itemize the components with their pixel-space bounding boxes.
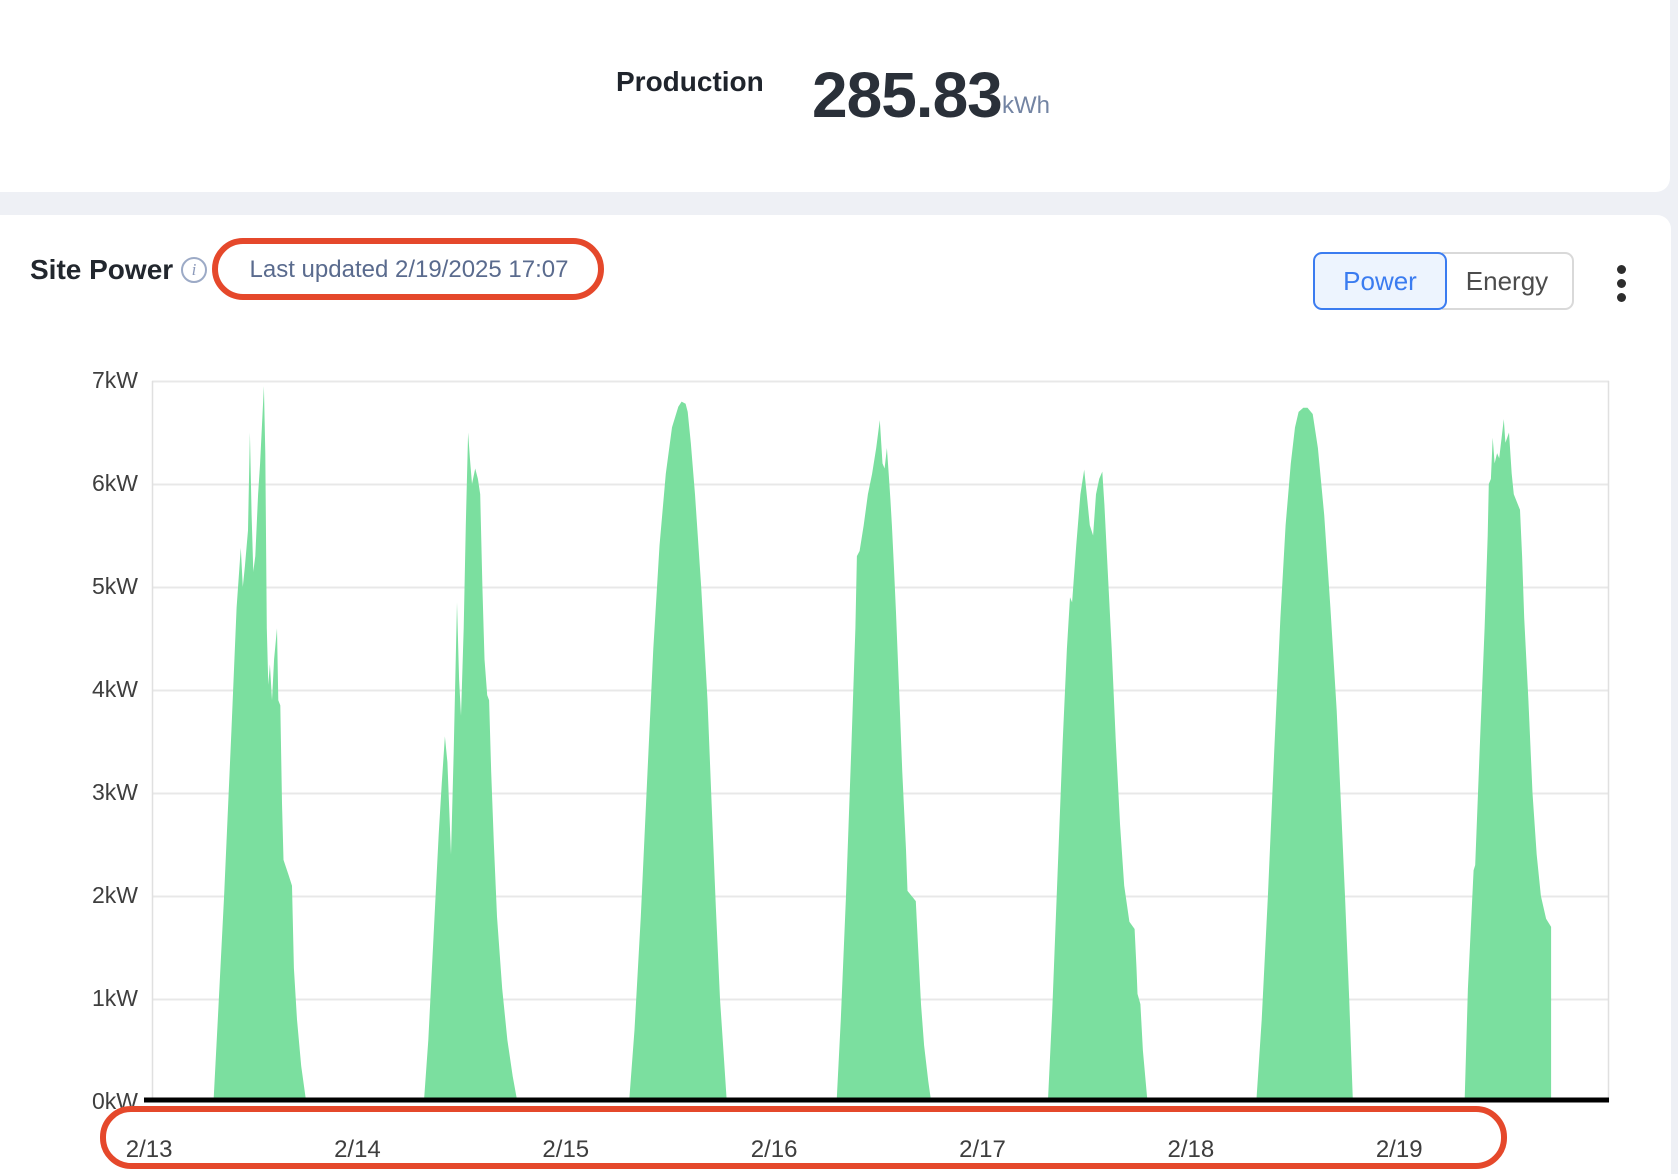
x-tick-2/19: 2/19 (1375, 1136, 1423, 1163)
y-tick-2kW: 2kW (92, 882, 138, 908)
power-area-2/15 (629, 401, 727, 1103)
annotation-x-axis (100, 1106, 1507, 1169)
power-area-2/13 (213, 386, 307, 1103)
power-area-2/16 (836, 420, 932, 1103)
energy-tab[interactable]: Energy (1442, 252, 1574, 310)
x-tick-2/17: 2/17 (959, 1136, 1006, 1163)
x-tick-2/16: 2/16 (750, 1136, 798, 1163)
x-tick-2/18: 2/18 (1167, 1136, 1215, 1163)
last-updated-text: Last updated 2/19/2025 17:07 (249, 256, 569, 283)
x-tick-2/13: 2/13 (125, 1136, 173, 1163)
power-area-2/18 (1256, 407, 1353, 1102)
header-card (0, 0, 1670, 192)
y-tick-6kW: 6kW (92, 470, 138, 496)
x-tick-2/14: 2/14 (334, 1136, 381, 1163)
production-value: 285.83 (812, 59, 1003, 131)
info-icon[interactable]: i (181, 257, 207, 283)
site-power-title: Site Power (30, 254, 174, 285)
y-tick-7kW: 7kW (92, 367, 138, 393)
production-unit: kWh (1002, 92, 1050, 119)
power-area-2/17 (1047, 469, 1148, 1103)
production-label: Production (616, 66, 764, 97)
power-tab[interactable]: Power (1313, 252, 1447, 310)
power-area-2/19 (1464, 419, 1552, 1103)
power-energy-toggle: Power Energy (1313, 252, 1574, 310)
y-tick-1kW: 1kW (92, 985, 138, 1011)
kebab-menu-icon[interactable] (1617, 262, 1626, 304)
x-tick-2/15: 2/15 (542, 1136, 590, 1163)
site-power-chart[interactable] (144, 380, 1610, 1103)
y-tick-5kW: 5kW (92, 573, 138, 599)
power-area-2/14 (423, 432, 518, 1102)
y-tick-3kW: 3kW (92, 779, 138, 805)
annotation-last-updated (212, 238, 604, 300)
y-tick-4kW: 4kW (92, 676, 138, 702)
